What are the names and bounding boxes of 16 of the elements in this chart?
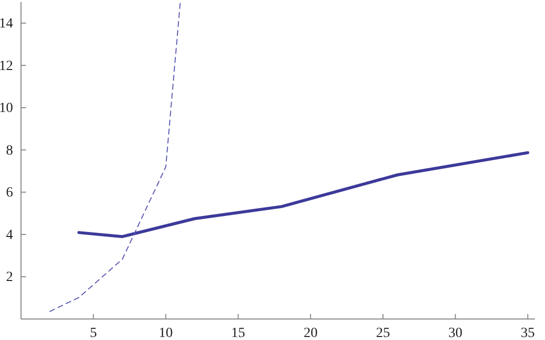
y-tick-label: 8 xyxy=(6,143,13,158)
y-tick-label: 12 xyxy=(0,58,13,74)
y-tick-label: 2 xyxy=(6,270,13,286)
x-tick-label: 20 xyxy=(304,326,318,340)
y-tick-label: 4 xyxy=(6,228,13,243)
line-series xyxy=(77,151,530,238)
line-series xyxy=(49,2,181,312)
x-tick-label: 30 xyxy=(448,326,462,340)
x-tick-label: 15 xyxy=(231,326,246,340)
x-tick-label: 25 xyxy=(376,326,390,340)
y-tick-label: 10 xyxy=(0,101,13,116)
x-tick-label: 35 xyxy=(520,326,535,340)
y-tick-label: 6 xyxy=(6,186,13,201)
x-tick-label: 10 xyxy=(158,326,173,340)
x-tick-label: 5 xyxy=(90,326,97,340)
y-tick-label: 14 xyxy=(0,16,13,32)
